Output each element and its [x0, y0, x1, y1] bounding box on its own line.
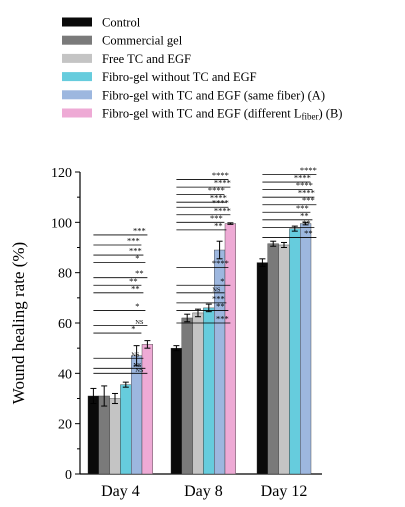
significance-label: ****: [208, 185, 225, 195]
bar: [300, 223, 312, 475]
significance-label: *: [135, 301, 139, 311]
significance-label: **: [135, 268, 144, 278]
significance-label: NS: [135, 319, 144, 326]
y-tick-label: 40: [58, 367, 72, 382]
legend-swatch: [62, 17, 92, 27]
significance-label: ****: [294, 173, 311, 183]
significance-label: **: [131, 283, 140, 293]
x-tick-label: Day 8: [184, 483, 223, 500]
significance-label: ****: [296, 180, 313, 190]
bar: [141, 344, 154, 475]
significance-label: ***: [210, 213, 223, 223]
significance-label: **: [300, 210, 309, 220]
significance-label: *: [135, 253, 139, 263]
bar: [98, 395, 110, 475]
bar: [267, 243, 279, 475]
x-tick-label: Day 12: [261, 483, 308, 500]
significance-label: ****: [212, 198, 229, 208]
significance-label: ***: [302, 195, 315, 205]
bar: [120, 384, 132, 475]
y-tick-label: 80: [58, 267, 72, 282]
bar: [203, 307, 215, 475]
significance-label: NS: [135, 367, 144, 374]
significance-label: ***: [216, 314, 229, 324]
bar: [192, 312, 204, 475]
legend-swatch: [62, 108, 92, 118]
significance-label: ****: [298, 188, 315, 198]
significance-label: ****: [212, 258, 229, 268]
y-tick-label: 120: [51, 166, 72, 181]
significance-label: **: [129, 276, 138, 286]
significance-label: **: [214, 220, 223, 230]
significance-label: **: [216, 301, 225, 311]
significance-label: ****: [210, 193, 227, 203]
legend-label: Fibro-gel with TC and EGF (same fiber) (…: [102, 88, 325, 102]
significance-label: ****: [212, 170, 229, 180]
y-axis-label: Wound healing rate (%): [9, 242, 28, 404]
legend-swatch: [62, 90, 92, 100]
bar: [87, 395, 100, 475]
significance-label: ***: [127, 235, 140, 245]
significance-label: **: [302, 218, 311, 228]
bar: [170, 347, 183, 475]
bar: [109, 398, 121, 475]
y-tick-label: 60: [58, 317, 72, 332]
y-tick-label: 0: [65, 468, 72, 483]
legend-label: Fibro-gel without TC and EGF: [102, 70, 257, 84]
significance-label: *: [131, 324, 135, 334]
legend-label: Fibro-gel with TC and EGF (different Lfi…: [102, 107, 342, 122]
legend-label: Free TC and EGF: [102, 52, 191, 66]
bar: [289, 228, 301, 475]
significance-label: ***: [212, 293, 225, 303]
legend-label: Control: [102, 16, 141, 30]
y-tick-label: 100: [51, 216, 72, 231]
significance-label: ***: [133, 225, 146, 235]
significance-label: NS: [133, 362, 142, 369]
bar: [256, 262, 269, 475]
legend-swatch: [62, 53, 92, 63]
significance-label: ****: [300, 165, 317, 175]
x-tick-label: Day 4: [101, 483, 140, 500]
significance-label: ***: [129, 246, 142, 256]
significance-label: NS: [212, 286, 221, 293]
significance-label: ****: [214, 178, 231, 188]
legend-swatch: [62, 72, 92, 82]
bar: [278, 244, 290, 475]
significance-label: *: [220, 276, 224, 286]
bar: [181, 317, 193, 475]
significance-label: **: [304, 228, 313, 238]
significance-label: ****: [214, 205, 231, 215]
significance-label: NS: [131, 352, 140, 359]
legend-label: Commercial gel: [102, 34, 183, 48]
legend-swatch: [62, 35, 92, 45]
y-tick-label: 20: [58, 418, 72, 433]
significance-label: ***: [296, 203, 309, 213]
